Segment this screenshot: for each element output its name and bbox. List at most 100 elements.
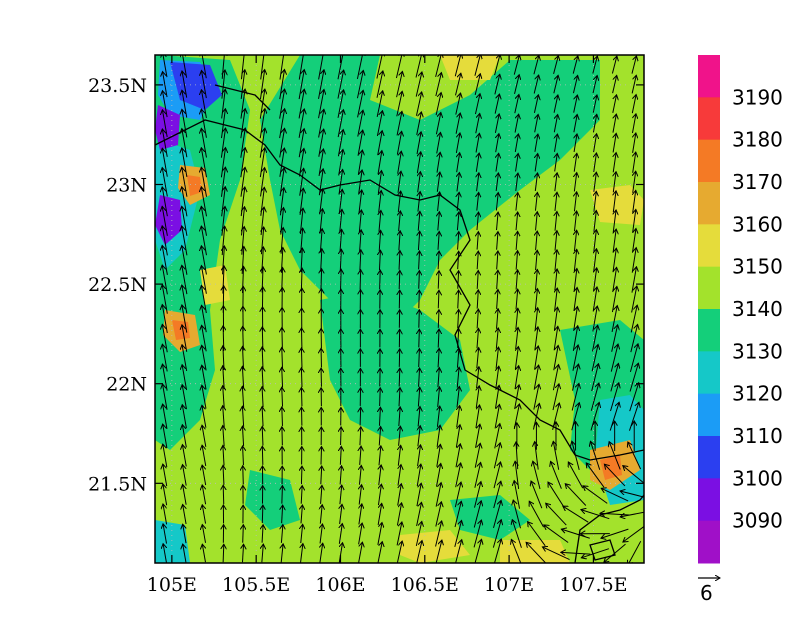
wind-arrow bbox=[438, 271, 439, 289]
wind-arrow bbox=[563, 506, 589, 523]
wind-arrow bbox=[340, 229, 342, 252]
wind-arrow bbox=[551, 461, 562, 489]
wind-arrow bbox=[572, 326, 577, 351]
wind-arrow bbox=[568, 462, 584, 489]
wind-arrow bbox=[455, 113, 460, 134]
wind-arrow bbox=[492, 520, 501, 548]
wind-arrow bbox=[182, 305, 188, 333]
wind-arrow bbox=[574, 115, 577, 133]
wind-arrow bbox=[592, 56, 598, 74]
wind-vectors bbox=[162, 55, 644, 563]
wind-arrow bbox=[416, 132, 421, 155]
wind-arrow bbox=[281, 544, 283, 563]
wind-arrow bbox=[535, 289, 537, 310]
wind-arrow bbox=[416, 152, 420, 174]
wind-arrow bbox=[162, 91, 168, 118]
wind-arrow bbox=[162, 265, 168, 295]
wind-arrow bbox=[458, 309, 459, 329]
wind-arrow bbox=[457, 212, 459, 231]
wind-arrow bbox=[162, 344, 168, 372]
wind-arrow bbox=[594, 191, 596, 212]
wind-arrow bbox=[611, 306, 617, 333]
wind-arrow bbox=[497, 309, 499, 329]
wind-arrow bbox=[223, 386, 225, 409]
colorbar-label: 3140 bbox=[732, 297, 783, 321]
wind-arrow bbox=[259, 89, 265, 119]
wind-arrow bbox=[497, 251, 498, 270]
wind-arrow bbox=[494, 404, 499, 429]
wind-arrow bbox=[494, 55, 500, 76]
wind-arrow bbox=[379, 230, 380, 251]
wind-arrow bbox=[162, 245, 168, 275]
wind-arrow bbox=[475, 114, 480, 134]
wind-arrow bbox=[182, 187, 188, 217]
wind-arrow bbox=[279, 55, 284, 80]
wind-arrow bbox=[419, 368, 420, 387]
x-tick-label: 107E bbox=[484, 574, 534, 596]
wind-arrow bbox=[279, 109, 285, 139]
wind-arrow bbox=[282, 407, 283, 426]
wind-arrow bbox=[454, 501, 461, 528]
wind-arrow bbox=[591, 344, 598, 372]
wind-arrow bbox=[473, 501, 481, 528]
wind-arrow bbox=[358, 523, 363, 545]
wind-arrow bbox=[360, 446, 361, 465]
wind-arrow bbox=[611, 325, 618, 352]
wind-arrow bbox=[379, 191, 382, 213]
vector-key-label: 6 bbox=[700, 581, 713, 605]
wind-arrow bbox=[201, 246, 207, 275]
wind-arrow bbox=[458, 251, 459, 270]
wind-arrow bbox=[360, 427, 361, 446]
wind-arrow bbox=[494, 114, 499, 133]
wind-arrow bbox=[298, 55, 304, 80]
wind-arrow bbox=[477, 251, 478, 270]
wind-arrow bbox=[201, 109, 207, 138]
x-tick-label: 105E bbox=[147, 574, 197, 596]
wind-arrow bbox=[573, 95, 578, 113]
wind-arrow bbox=[419, 251, 420, 270]
wind-arrow bbox=[279, 69, 285, 100]
colorbar-band bbox=[698, 436, 720, 479]
wind-arrow bbox=[457, 192, 459, 211]
wind-arrow bbox=[182, 109, 188, 138]
wind-arrow bbox=[435, 483, 441, 507]
wind-arrow bbox=[535, 269, 537, 290]
wind-arrow bbox=[513, 500, 521, 529]
wind-arrow bbox=[516, 251, 517, 270]
wind-arrow bbox=[455, 133, 460, 154]
wind-arrow bbox=[182, 167, 188, 197]
wind-arrow bbox=[555, 153, 558, 172]
wind-arrow bbox=[565, 484, 587, 506]
wind-arrow bbox=[162, 168, 168, 197]
wind-arrow bbox=[496, 328, 498, 349]
wind-arrow bbox=[380, 270, 381, 290]
wind-arrow bbox=[163, 504, 168, 525]
wind-arrow bbox=[601, 528, 629, 538]
wind-arrow bbox=[340, 446, 341, 465]
wind-arrow bbox=[399, 211, 401, 232]
wind-arrow bbox=[321, 466, 322, 485]
wind-arrow bbox=[399, 231, 400, 251]
wind-arrow bbox=[183, 524, 187, 544]
wind-arrow bbox=[182, 90, 188, 118]
wind-arrow bbox=[379, 446, 381, 466]
wind-arrow bbox=[376, 71, 383, 98]
wind-arrow bbox=[437, 152, 440, 173]
wind-arrow bbox=[591, 364, 599, 392]
wind-arrow bbox=[359, 210, 361, 233]
wind-arrow bbox=[438, 192, 440, 212]
wind-arrow bbox=[633, 133, 636, 153]
wind-arrow bbox=[631, 114, 635, 134]
wind-arrow bbox=[477, 173, 479, 192]
wind-arrow bbox=[360, 230, 362, 252]
wind-arrow bbox=[340, 485, 342, 505]
wind-arrow bbox=[201, 285, 207, 314]
wind-arrow bbox=[497, 270, 498, 290]
wind-arrow bbox=[262, 426, 263, 446]
wind-arrow bbox=[586, 463, 605, 488]
wind-arrow bbox=[163, 484, 168, 506]
wind-arrow bbox=[457, 367, 459, 388]
wind-arrow bbox=[610, 363, 619, 392]
wind-arrow bbox=[454, 520, 462, 548]
wind-arrow bbox=[512, 520, 522, 548]
